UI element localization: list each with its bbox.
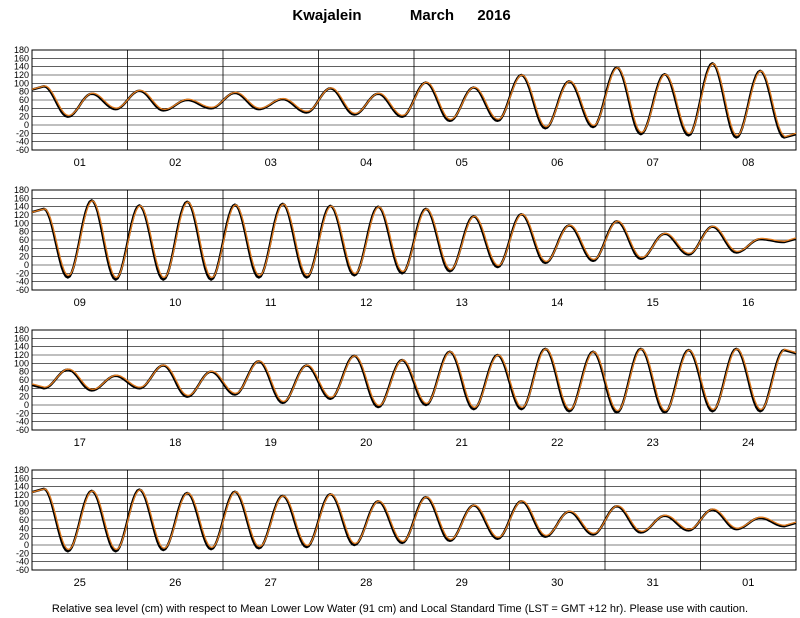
y-tick-label: 120 (14, 350, 29, 360)
y-tick-label: 0 (24, 120, 29, 130)
y-tick-label: 0 (24, 540, 29, 550)
day-label: 22 (551, 437, 563, 449)
day-label: 31 (647, 577, 659, 589)
y-tick-label: 40 (19, 383, 29, 393)
y-tick-label: 0 (24, 400, 29, 410)
day-label: 27 (265, 577, 277, 589)
y-tick-label: 160 (14, 53, 29, 63)
y-tick-label: -60 (16, 145, 29, 155)
y-tick-label: 60 (19, 235, 29, 245)
day-label: 01 (74, 157, 86, 169)
chart-title-year: 2016 (477, 7, 510, 24)
y-tick-label: 180 (14, 465, 29, 475)
y-tick-label: 160 (14, 333, 29, 343)
y-tick-label: 20 (19, 532, 29, 542)
y-tick-label: 140 (14, 202, 29, 212)
y-tick-label: 140 (14, 62, 29, 72)
y-tick-label: -20 (16, 128, 29, 138)
day-label: 05 (456, 157, 468, 169)
day-label: 08 (742, 157, 754, 169)
predicted-series-line (31, 488, 797, 551)
y-tick-label: 40 (19, 103, 29, 113)
day-label: 07 (647, 157, 659, 169)
y-tick-label: -40 (16, 557, 29, 567)
y-tick-label: 80 (19, 227, 29, 237)
y-tick-label: 100 (14, 358, 29, 368)
y-tick-label: -20 (16, 548, 29, 558)
day-label: 26 (169, 577, 181, 589)
y-tick-label: -40 (16, 417, 29, 427)
y-tick-label: 20 (19, 252, 29, 262)
day-label: 17 (74, 437, 86, 449)
predicted-series-line (31, 200, 797, 279)
day-label: 23 (647, 437, 659, 449)
y-tick-label: -60 (16, 565, 29, 575)
day-label: 24 (742, 437, 754, 449)
y-tick-label: 100 (14, 78, 29, 88)
day-label: 11 (265, 297, 276, 309)
y-tick-label: 160 (14, 193, 29, 203)
y-tick-label: 100 (14, 218, 29, 228)
y-tick-label: 120 (14, 490, 29, 500)
day-label: 30 (551, 577, 563, 589)
y-tick-label: -60 (16, 285, 29, 295)
y-tick-label: 180 (14, 185, 29, 195)
y-tick-label: 160 (14, 473, 29, 483)
y-tick-label: 140 (14, 342, 29, 352)
day-label: 16 (742, 297, 754, 309)
y-tick-label: 100 (14, 498, 29, 508)
y-tick-label: -40 (16, 137, 29, 147)
y-tick-label: 20 (19, 112, 29, 122)
y-tick-label: 120 (14, 70, 29, 80)
y-tick-label: 60 (19, 375, 29, 385)
y-tick-label: 40 (19, 243, 29, 253)
day-label: 15 (647, 297, 659, 309)
chart-title-station: Kwajalein (292, 7, 361, 24)
y-tick-label: 80 (19, 87, 29, 97)
y-tick-label: 40 (19, 523, 29, 533)
day-label: 10 (169, 297, 181, 309)
y-tick-label: 80 (19, 507, 29, 517)
day-label: 02 (169, 157, 181, 169)
day-label: 06 (551, 157, 563, 169)
chart-caption: Relative sea level (cm) with respect to … (52, 603, 748, 615)
observed-series-line (31, 347, 797, 414)
day-label: 25 (74, 577, 86, 589)
y-tick-label: -20 (16, 268, 29, 278)
day-label: 18 (169, 437, 181, 449)
day-label: 19 (265, 437, 277, 449)
y-tick-label: 80 (19, 367, 29, 377)
day-label: 14 (551, 297, 563, 309)
day-label: 28 (360, 577, 372, 589)
day-label: 03 (265, 157, 277, 169)
y-tick-label: -40 (16, 277, 29, 287)
day-label: 13 (456, 297, 468, 309)
predicted-series-line (31, 348, 797, 412)
y-tick-label: 20 (19, 392, 29, 402)
day-label: 09 (74, 297, 86, 309)
y-tick-label: 180 (14, 325, 29, 335)
day-label: 20 (360, 437, 372, 449)
y-tick-label: 180 (14, 45, 29, 55)
chart-title-month: March (410, 7, 454, 24)
day-label: 01 (742, 577, 754, 589)
day-label: 04 (360, 157, 372, 169)
y-tick-label: 0 (24, 260, 29, 270)
day-label: 12 (360, 297, 372, 309)
y-tick-label: 140 (14, 482, 29, 492)
day-label: 21 (456, 437, 468, 449)
y-tick-label: -20 (16, 408, 29, 418)
y-tick-label: -60 (16, 425, 29, 435)
day-label: 29 (456, 577, 468, 589)
y-tick-label: 60 (19, 95, 29, 105)
y-tick-label: 120 (14, 210, 29, 220)
y-tick-label: 60 (19, 515, 29, 525)
predicted-series-line (31, 62, 797, 138)
